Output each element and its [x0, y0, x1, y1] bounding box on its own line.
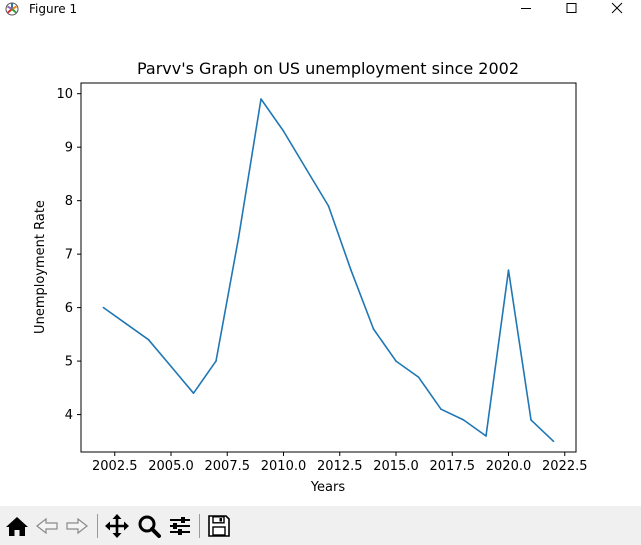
data-point [462, 419, 465, 421]
chart-title: Parvv's Graph on US unemployment since 2… [137, 59, 519, 78]
x-tick-label: 2005.0 [148, 459, 194, 474]
x-axis-label: Years [310, 480, 346, 495]
data-point [305, 167, 307, 170]
toolbar-separator [97, 514, 98, 538]
close-icon [611, 2, 623, 14]
data-point [147, 338, 150, 341]
data-point [395, 360, 397, 362]
pan-button[interactable] [102, 511, 132, 541]
x-tick-label: 2015.0 [373, 459, 419, 474]
pan-icon [105, 514, 129, 538]
data-point [552, 440, 555, 443]
window-titlebar: Figure 1 [0, 0, 641, 18]
data-point [237, 237, 240, 239]
data-point [215, 360, 217, 362]
y-tick-label: 10 [56, 87, 73, 102]
data-point [260, 98, 262, 100]
matplotlib-icon [4, 1, 20, 17]
home-icon [6, 517, 28, 536]
axes-frame [80, 82, 577, 453]
save-icon [208, 515, 230, 537]
maximize-button[interactable] [548, 0, 594, 18]
forward-button[interactable] [62, 511, 92, 541]
x-tick-label: 2007.5 [205, 459, 251, 474]
data-point [530, 419, 532, 421]
x-tick-label: 2002.5 [92, 459, 138, 474]
x-tick-label: 2020.0 [486, 459, 532, 474]
data-point [125, 322, 127, 325]
maximize-icon [566, 3, 577, 13]
data-point [327, 205, 330, 207]
y-axis-label: Unemployment Rate [33, 200, 48, 334]
data-point [372, 328, 375, 330]
data-point [170, 365, 172, 368]
data-point [350, 269, 352, 271]
data-points [102, 98, 555, 443]
data-point [192, 392, 195, 394]
x-axis: 2002.5 2005.0 2007.5 2010.0 2012.5 2015.0 2017… [92, 452, 588, 474]
y-tick-label: 9 [65, 141, 73, 156]
toolbar-separator [199, 514, 200, 538]
x-tick-label: 2012.5 [317, 459, 363, 474]
data-point [507, 269, 510, 271]
forward-icon [66, 517, 88, 535]
data-point [102, 306, 105, 309]
navigation-toolbar [0, 506, 641, 545]
configure-subplots-button[interactable] [165, 511, 195, 541]
y-tick-label: 5 [65, 355, 73, 370]
y-tick-label: 4 [65, 408, 73, 423]
data-point [440, 408, 442, 411]
y-tick-label: 7 [65, 248, 73, 263]
zoom-icon [138, 515, 161, 538]
data-point [417, 376, 420, 378]
window-title: Figure 1 [29, 2, 78, 16]
data-point [485, 435, 487, 437]
close-button[interactable] [594, 0, 640, 18]
home-button[interactable] [2, 511, 32, 541]
save-button[interactable] [204, 511, 234, 541]
x-tick-label: 2010.0 [261, 459, 307, 474]
y-tick-label: 8 [65, 194, 73, 209]
back-button[interactable] [32, 511, 62, 541]
back-icon [36, 517, 58, 535]
x-tick-label: 2017.5 [430, 459, 476, 474]
minimize-icon [521, 8, 531, 9]
plot-area[interactable]: Parvv's Graph on US unemployment since 2… [0, 18, 641, 506]
minimize-button[interactable] [503, 0, 549, 18]
y-axis: 4 5 6 7 8 9 10 [56, 87, 81, 423]
x-tick-label: 2022.5 [542, 459, 588, 474]
data-point [282, 130, 285, 132]
zoom-button[interactable] [134, 511, 164, 541]
configure-subplots-icon [170, 517, 190, 535]
y-tick-label: 6 [65, 301, 73, 316]
